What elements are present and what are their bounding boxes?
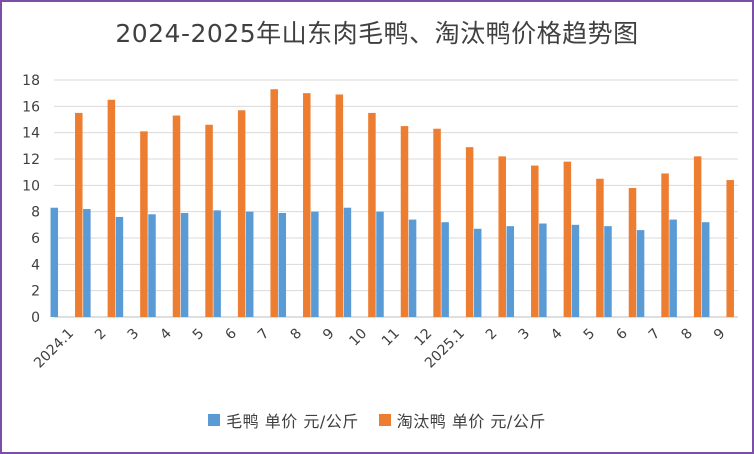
bar-taotaiya bbox=[498, 156, 506, 317]
x-tick-label: 4 bbox=[157, 325, 175, 343]
legend-item-series1: 毛鸭 单价 元/公斤 bbox=[208, 408, 359, 432]
bar-taotaiya bbox=[140, 131, 148, 317]
bar-maoya bbox=[148, 214, 156, 317]
bar-maoya bbox=[115, 216, 124, 317]
y-tick-label: 12 bbox=[22, 152, 40, 168]
bar-taotaiya bbox=[303, 93, 311, 318]
y-tick-label: 10 bbox=[22, 178, 40, 194]
bar-maoya bbox=[441, 222, 449, 317]
x-tick-label: 6 bbox=[222, 325, 240, 343]
x-tick-label: 4 bbox=[548, 325, 566, 343]
x-tick-label: 3 bbox=[125, 326, 143, 344]
bar-maoya bbox=[636, 230, 645, 317]
legend: 毛鸭 单价 元/公斤 淘汰鸭 单价 元/公斤 bbox=[0, 408, 754, 432]
legend-swatch-series2 bbox=[378, 414, 391, 426]
x-tick-label: 3 bbox=[515, 326, 533, 344]
bar-taotaiya bbox=[75, 112, 83, 318]
bar-maoya bbox=[506, 226, 515, 317]
bar-maoya bbox=[213, 210, 221, 317]
bar-taotaiya bbox=[433, 128, 441, 317]
x-tick-label: 8 bbox=[287, 326, 305, 344]
x-tick-label: 10 bbox=[346, 326, 370, 350]
bar-taotaiya bbox=[563, 161, 572, 317]
bar-taotaiya bbox=[237, 110, 246, 318]
bar-taotaiya bbox=[531, 165, 539, 317]
x-tick-label: 6 bbox=[613, 325, 631, 343]
bar-maoya bbox=[180, 212, 189, 317]
x-tick-label: 7 bbox=[646, 326, 664, 344]
bar-taotaiya bbox=[596, 178, 604, 317]
x-tick-label: 2 bbox=[483, 326, 501, 344]
x-tick-label: 8 bbox=[678, 326, 696, 344]
x-tick-label: 9 bbox=[320, 326, 338, 344]
bar-maoya bbox=[50, 207, 59, 317]
chart-title: 2024-2025年山东肉毛鸭、淘汰鸭价格趋势图 bbox=[115, 19, 639, 48]
x-tick-label: 12 bbox=[411, 326, 435, 350]
y-tick-label: 14 bbox=[22, 126, 40, 142]
bar-taotaiya bbox=[335, 94, 344, 317]
x-tick-label: 5 bbox=[190, 326, 208, 344]
y-tick-label: 4 bbox=[31, 257, 40, 273]
bar-maoya bbox=[376, 211, 384, 317]
legend-label-series1: 毛鸭 单价 元/公斤 bbox=[226, 412, 359, 431]
bar-taotaiya bbox=[205, 124, 213, 318]
bar-maoya bbox=[701, 222, 710, 317]
y-tick-label: 8 bbox=[31, 205, 40, 221]
x-tick-label: 9 bbox=[711, 326, 729, 344]
bar-maoya bbox=[83, 209, 91, 317]
legend-item-series2: 淘汰鸭 单价 元/公斤 bbox=[378, 408, 546, 432]
y-tick-label: 6 bbox=[31, 231, 40, 247]
bar-maoya bbox=[473, 228, 482, 317]
legend-swatch-series1 bbox=[208, 414, 221, 426]
bar-maoya bbox=[604, 226, 612, 317]
y-tick-label: 2 bbox=[31, 284, 40, 300]
bar-taotaiya bbox=[270, 89, 278, 317]
bar-maoya bbox=[343, 207, 352, 317]
legend-label-series2: 淘汰鸭 单价 元/公斤 bbox=[396, 412, 546, 431]
x-tick-label: 2 bbox=[92, 326, 110, 344]
bar-maoya bbox=[245, 211, 254, 317]
bar-taotaiya bbox=[661, 173, 669, 317]
x-tick-label: 11 bbox=[379, 326, 403, 350]
bar-taotaiya bbox=[628, 187, 637, 317]
bar-maoya bbox=[311, 211, 319, 317]
bar-maoya bbox=[408, 219, 417, 317]
x-tick-label: 7 bbox=[255, 326, 273, 344]
y-tick-label: 0 bbox=[31, 310, 40, 326]
bar-maoya bbox=[278, 212, 287, 317]
bar-taotaiya bbox=[107, 99, 116, 317]
bar-taotaiya bbox=[726, 180, 734, 317]
y-tick-label: 16 bbox=[22, 99, 40, 115]
bar-maoya bbox=[669, 219, 677, 317]
x-tick-label: 2024.1 bbox=[31, 326, 77, 372]
bar-taotaiya bbox=[465, 147, 474, 317]
y-tick-label: 18 bbox=[22, 73, 40, 89]
bar-maoya bbox=[539, 223, 547, 317]
bar-taotaiya bbox=[693, 156, 702, 317]
x-tick-label: 5 bbox=[581, 326, 599, 344]
bar-taotaiya bbox=[172, 115, 181, 317]
bar-taotaiya bbox=[368, 112, 376, 318]
bar-taotaiya bbox=[400, 126, 409, 317]
bar-maoya bbox=[571, 224, 580, 317]
